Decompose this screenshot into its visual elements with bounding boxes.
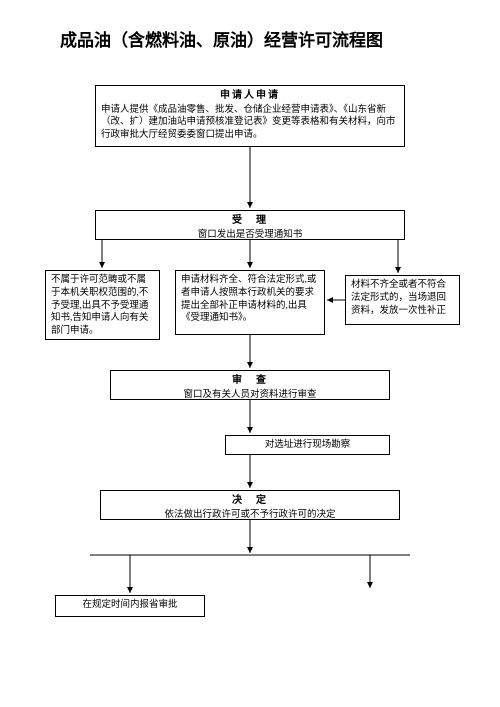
node-decision: 决 定 依法做出行政许可或不予行政许可的决定 — [100, 490, 400, 520]
node-reject-left: 不属于许可范畴或不属于本机关职权范围的,不予受理,出具不予受理通知书,告知申请人… — [45, 270, 160, 340]
page-title: 成品油（含燃料油、原油）经营许可流程图 — [60, 30, 440, 52]
node-decision-heading: 决 定 — [106, 494, 394, 508]
node-incomplete-right-body: 材料不齐全或者不符合法定形式的，当场退回资料，发放一次性补正 — [351, 279, 454, 317]
node-apply: 申请人申请 申请人提供《成品油零售、批发、仓储企业经营申请表》、《山东省新（改、… — [95, 85, 405, 147]
node-report-body: 在规定时间内报省审批 — [61, 599, 199, 612]
node-review: 审 查 窗口及有关人员对资料进行审查 — [110, 370, 390, 400]
node-report: 在规定时间内报省审批 — [55, 595, 205, 617]
node-site-survey: 对选址进行现场勘察 — [225, 435, 390, 455]
node-review-body: 窗口及有关人员对资料进行审查 — [116, 389, 384, 402]
node-apply-heading: 申请人申请 — [101, 89, 399, 103]
node-decision-body: 依法做出行政许可或不予行政许可的决定 — [106, 509, 394, 522]
node-accept-heading: 受 理 — [101, 214, 399, 228]
node-apply-body: 申请人提供《成品油零售、批发、仓储企业经营申请表》、《山东省新（改、扩）建加油站… — [101, 104, 399, 142]
node-site-survey-body: 对选址进行现场勘察 — [231, 439, 384, 452]
node-accept: 受 理 窗口发出是否受理通知书 — [95, 210, 405, 240]
node-incomplete-right: 材料不齐全或者不符合法定形式的，当场退回资料，发放一次性补正 — [345, 275, 460, 325]
node-complete-mid-body: 申请材料齐全、符合法定形式,或者申请人按照本行政机关的要求提出全部补正申请材料的… — [181, 274, 319, 325]
node-review-heading: 审 查 — [116, 374, 384, 388]
node-complete-mid: 申请材料齐全、符合法定形式,或者申请人按照本行政机关的要求提出全部补正申请材料的… — [175, 270, 325, 335]
node-accept-body: 窗口发出是否受理通知书 — [101, 229, 399, 242]
node-reject-left-body: 不属于许可范畴或不属于本机关职权范围的,不予受理,出具不予受理通知书,告知申请人… — [51, 274, 154, 338]
flowchart-page: 成品油（含燃料油、原油）经营许可流程图 申请人申请 申请人提供《成品油零售、批发… — [0, 0, 500, 707]
